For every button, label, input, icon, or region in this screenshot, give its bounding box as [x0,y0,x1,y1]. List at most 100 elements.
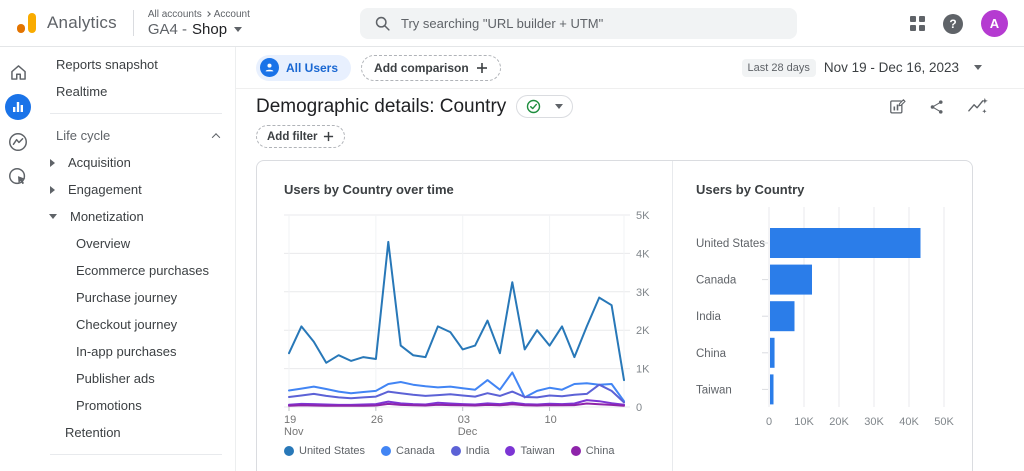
sidebar-item-in-app-purchases[interactable]: In-app purchases [36,338,235,365]
sidebar-label: Ecommerce purchases [76,263,209,278]
sidebar-item-acquisition[interactable]: Acquisition [36,149,235,176]
svg-text:10: 10 [545,414,557,426]
insights-icon[interactable] [967,97,988,116]
svg-text:40K: 40K [899,416,919,428]
legend-dot [284,446,294,456]
sidebar-item-overview[interactable]: Overview [36,230,235,257]
apps-grid-icon[interactable] [910,16,925,31]
report-actions [888,97,988,116]
sidebar-item-promotions[interactable]: Promotions [36,392,235,419]
sidebar-item-purchase-journey[interactable]: Purchase journey [36,284,235,311]
sidebar-label: Realtime [56,84,108,99]
chevron-up-icon [211,132,221,142]
legend-dot [570,446,581,456]
analytics-logo[interactable]: Analytics [14,11,117,35]
search-bar[interactable] [360,8,797,39]
sidebar-label: Acquisition [68,155,131,170]
home-icon [10,64,26,80]
sidebar-item-publisher-ads[interactable]: Publisher ads [36,365,235,392]
user-segment-icon [260,58,279,77]
svg-text:Nov: Nov [284,426,304,438]
sidebar-label: Checkout journey [76,317,178,332]
explore-icon [9,133,27,151]
users-by-country-bar-chart[interactable]: 0 10K 20K 30K 40K 50K United States Canada India… [696,201,968,441]
svg-text:United States: United States [696,238,765,250]
line-chart-panel: Users by Country over time 0 1K 2K 3K 4K 5K 19… [257,161,673,471]
sidebar-section-search-console[interactable]: Search Console [36,463,235,471]
nav-reports[interactable] [5,94,31,120]
divider [132,10,134,36]
caret-down-icon [555,104,564,109]
report-status-pill[interactable] [516,95,574,118]
section-label: Search Console [56,469,149,471]
date-range-type: Last 28 days [741,58,816,77]
sidebar: Reports snapshot Realtime Life cycle Acq… [36,47,236,471]
date-range-picker[interactable]: Last 28 days Nov 19 - Dec 16, 2023 [741,58,982,77]
reports-icon [5,94,31,120]
legend-item-india[interactable]: India [450,445,489,457]
charts-card: Users by Country over time 0 1K 2K 3K 4K 5K 19… [256,160,973,471]
nav-advertising[interactable] [5,164,31,190]
sidebar-item-engagement[interactable]: Engagement [36,176,235,203]
chart-legend: United States Canada India Taiwan China [284,445,614,457]
add-comparison-button[interactable]: Add comparison [361,54,501,81]
sidebar-label: In-app purchases [76,344,177,359]
svg-text:Taiwan: Taiwan [696,384,732,396]
add-filter-button[interactable]: Add filter [256,125,346,148]
svg-text:0: 0 [636,402,642,414]
share-icon[interactable] [928,98,946,116]
caret-right-icon [50,158,55,167]
sidebar-item-retention[interactable]: Retention [36,419,235,446]
nav-explore[interactable] [5,129,31,155]
search-input[interactable] [401,16,781,31]
legend-item-canada[interactable]: Canada [381,445,435,457]
sidebar-item-ecommerce-purchases[interactable]: Ecommerce purchases [36,257,235,284]
svg-text:26: 26 [371,414,383,426]
svg-text:India: India [696,311,722,323]
sidebar-item-monetization[interactable]: Monetization [36,203,235,230]
sidebar-label: Promotions [76,398,142,413]
check-circle-icon [527,99,541,114]
nav-home[interactable] [5,59,31,85]
svg-text:5K: 5K [636,210,650,222]
account-switcher[interactable]: All accounts Account GA4 - Shop [148,9,250,38]
avatar[interactable]: A [981,10,1008,37]
legend-item-china[interactable]: China [570,445,614,457]
legend-item-united-states[interactable]: United States [284,445,365,457]
comparison-bar: All Users Add comparison Last 28 days No… [236,47,1024,89]
sidebar-label: Monetization [70,209,144,224]
caret-right-icon [50,185,55,194]
sidebar-label: Retention [65,425,121,440]
sidebar-item-reports-snapshot[interactable]: Reports snapshot [36,51,235,78]
date-range-value: Nov 19 - Dec 16, 2023 [823,60,959,75]
sidebar-label: Engagement [68,182,142,197]
sidebar-label: Publisher ads [76,371,155,386]
section-label: Life cycle [56,128,111,143]
sidebar-item-checkout-journey[interactable]: Checkout journey [36,311,235,338]
help-icon[interactable]: ? [943,13,963,34]
line-chart-title: Users by Country over time [284,182,454,197]
all-users-chip[interactable]: All Users [256,54,352,81]
analytics-logo-icon [17,13,36,33]
bar-chart-panel: Users by Country 0 10K 20K 30K 40K 50K United … [674,161,972,471]
sidebar-section-life-cycle[interactable]: Life cycle [36,122,235,149]
chevron-right-icon [204,11,211,17]
divider [50,113,222,114]
caret-down-icon [49,214,57,219]
legend-label: Taiwan [520,445,555,457]
caret-down-icon [974,65,982,70]
svg-text:3K: 3K [636,287,650,299]
all-users-label: All Users [286,60,339,75]
sidebar-item-realtime[interactable]: Realtime [36,78,235,105]
legend-dot [505,446,516,456]
svg-text:China: China [696,348,727,360]
property-selector[interactable]: GA4 - Shop [148,21,250,38]
sidebar-label: Purchase journey [76,290,178,305]
legend-item-taiwan[interactable]: Taiwan [505,445,555,457]
add-filter-label: Add filter [267,130,318,143]
svg-text:10K: 10K [794,416,814,428]
customize-report-icon[interactable] [888,97,907,116]
svg-text:19: 19 [284,414,296,426]
